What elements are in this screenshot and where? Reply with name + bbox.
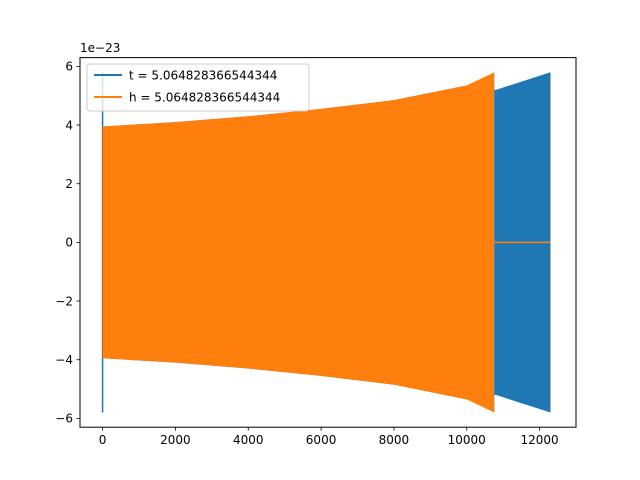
x-tick-label: 0 — [99, 433, 107, 447]
y-axis: −6 −4 −2 0 2 4 6 — [55, 60, 80, 426]
legend-label: h = 5.064828366544344 — [129, 90, 280, 104]
series-1 — [102, 72, 551, 413]
x-tick-label: 4000 — [233, 433, 264, 447]
x-tick-label: 10000 — [448, 433, 486, 447]
y-tick-label: 6 — [65, 60, 73, 74]
x-tick-label: 6000 — [306, 433, 337, 447]
legend-label: t = 5.064828366544344 — [129, 68, 277, 82]
series-envelope — [102, 72, 495, 413]
y-tick-label: −4 — [55, 353, 73, 367]
x-axis: 0 2000 4000 6000 8000 10000 12000 — [99, 427, 559, 447]
y-tick-label: −2 — [55, 294, 73, 308]
y-tick-label: 0 — [65, 236, 73, 250]
y-axis-offset-label: 1e−23 — [80, 41, 120, 55]
x-tick-label: 8000 — [379, 433, 410, 447]
y-tick-label: 2 — [65, 177, 73, 191]
plot-area — [101, 72, 551, 413]
x-tick-label: 2000 — [160, 433, 191, 447]
legend-box — [86, 63, 310, 112]
x-tick-label: 12000 — [520, 433, 558, 447]
y-tick-label: −6 — [55, 412, 73, 426]
legend: t = 5.064828366544344 h = 5.0648283665443… — [86, 63, 310, 112]
y-tick-label: 4 — [65, 118, 73, 132]
